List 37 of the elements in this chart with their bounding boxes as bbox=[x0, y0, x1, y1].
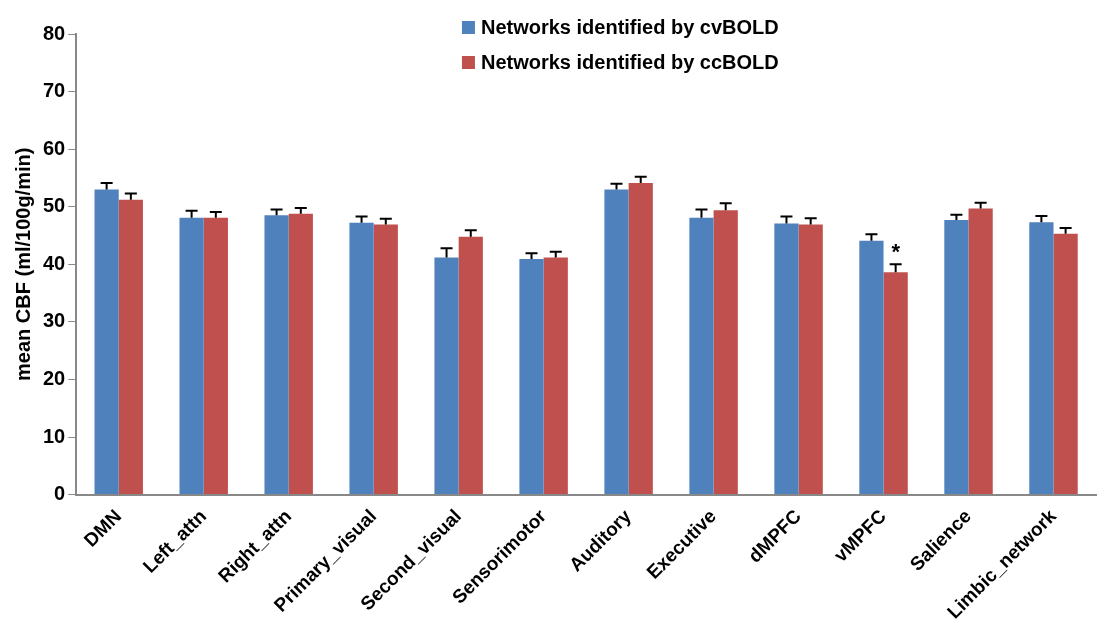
bar bbox=[543, 257, 568, 495]
y-tick-label: 70 bbox=[43, 79, 66, 102]
bar bbox=[859, 240, 884, 495]
bar bbox=[628, 183, 653, 495]
bar bbox=[689, 217, 714, 495]
bar bbox=[349, 222, 374, 495]
bar bbox=[883, 272, 908, 495]
bar bbox=[968, 208, 993, 495]
y-tick-label: 80 bbox=[43, 21, 66, 44]
bar bbox=[458, 236, 483, 495]
legend-label: Networks identified by cvBOLD bbox=[480, 16, 779, 39]
bar bbox=[1029, 222, 1054, 495]
y-tick-label: 20 bbox=[43, 366, 66, 389]
bar bbox=[373, 224, 398, 495]
bar bbox=[774, 223, 799, 495]
bar bbox=[519, 259, 544, 495]
bar bbox=[944, 219, 969, 495]
bar bbox=[434, 257, 459, 495]
bar bbox=[179, 217, 204, 495]
bar bbox=[713, 210, 738, 495]
bar bbox=[203, 217, 228, 495]
y-axis-title: mean CBF (ml/100g/min) bbox=[11, 147, 34, 381]
annotation: * bbox=[891, 238, 901, 264]
y-tick-label: 0 bbox=[54, 482, 66, 505]
bar bbox=[604, 189, 629, 495]
y-tick-label: 50 bbox=[43, 194, 66, 217]
y-tick-label: 60 bbox=[43, 136, 66, 159]
y-tick-label: 40 bbox=[43, 251, 66, 274]
legend-label: Networks identified by ccBOLD bbox=[480, 51, 779, 74]
bar bbox=[1053, 233, 1078, 495]
y-tick-label: 30 bbox=[43, 309, 66, 332]
bar bbox=[264, 215, 289, 495]
bar bbox=[94, 189, 119, 495]
bar bbox=[798, 224, 823, 495]
bar bbox=[288, 213, 313, 495]
bar bbox=[118, 199, 143, 495]
y-tick-label: 10 bbox=[43, 424, 66, 447]
